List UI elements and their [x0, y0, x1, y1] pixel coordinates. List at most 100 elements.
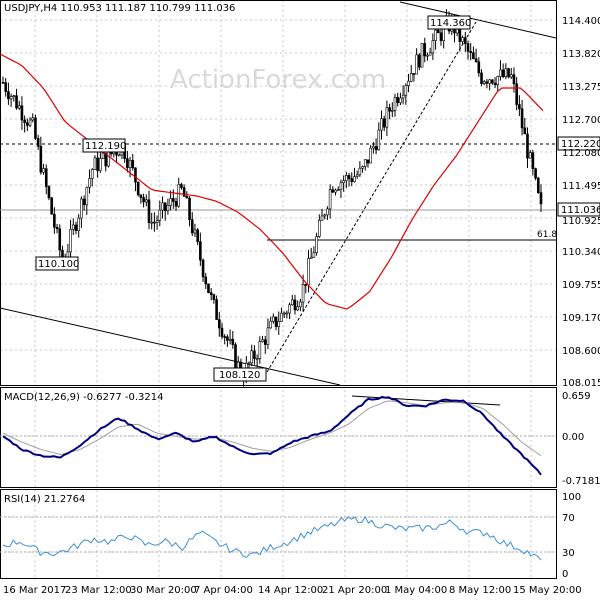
- candle-body: [477, 61, 481, 74]
- time-tick-label: 8 May 12:00: [449, 585, 511, 596]
- candle-body: [188, 197, 191, 220]
- time-tick-label: 15 May 20:00: [513, 585, 582, 596]
- candle-body: [39, 145, 43, 173]
- candle-body: [391, 110, 394, 112]
- candle-body: [474, 58, 478, 62]
- candle-body: [231, 338, 235, 345]
- candle-body: [131, 160, 135, 169]
- annotation-box: [82, 138, 126, 153]
- annotation-label: 108.120: [219, 370, 260, 381]
- candle-body: [377, 129, 381, 151]
- candle-body: [101, 152, 105, 159]
- rsi-panel-frame: [0, 489, 557, 579]
- annotation-110100: 110.100: [35, 256, 79, 271]
- candle-body: [177, 184, 181, 207]
- candle-body: [534, 168, 537, 179]
- candle-body: [464, 37, 467, 44]
- candle-body: [280, 312, 283, 322]
- price-tick-label: 113.275: [562, 82, 600, 93]
- candle-body: [77, 217, 80, 231]
- candle-body: [261, 339, 264, 342]
- time-tick-label: 23 Mar 12:00: [65, 585, 132, 596]
- candle-body: [536, 177, 540, 193]
- candle-body: [431, 40, 435, 54]
- candle-body: [4, 82, 8, 92]
- candle-body: [285, 312, 289, 315]
- macd-divergence-line: [351, 395, 501, 406]
- candle-body: [342, 180, 345, 183]
- candle-body: [366, 159, 370, 164]
- candle-body: [1, 82, 5, 84]
- time-tick-label: 14 Apr 12:00: [258, 585, 323, 596]
- candle-body: [274, 316, 278, 327]
- candle-body: [388, 107, 391, 112]
- candle-body: [44, 168, 48, 187]
- annotation-box: [213, 367, 267, 382]
- candle-body: [134, 167, 137, 183]
- candle-body: [491, 79, 494, 84]
- candle-body: [201, 259, 205, 278]
- candle-body: [472, 52, 475, 60]
- candle-body: [507, 68, 510, 78]
- price-tick-label: 111.495: [562, 181, 600, 192]
- candle-body: [382, 118, 386, 128]
- candle-body: [93, 157, 97, 170]
- candle-body: [90, 169, 94, 179]
- candle-body: [515, 83, 518, 105]
- price-tick-label: 112.700: [562, 115, 600, 126]
- candle-body: [418, 54, 421, 68]
- candle-body: [42, 168, 45, 173]
- candle-body: [526, 133, 529, 159]
- candle-body: [331, 189, 335, 193]
- candle-body: [220, 327, 224, 337]
- candle-body: [226, 336, 229, 341]
- candle-body: [272, 316, 275, 322]
- candle-body: [304, 284, 308, 286]
- annotation-label: 114.360: [430, 18, 471, 29]
- candle-body: [209, 292, 213, 295]
- candle-body: [247, 362, 251, 365]
- candle-body: [282, 312, 286, 315]
- candle-body: [263, 339, 267, 345]
- candle-body: [85, 187, 89, 206]
- candle-body: [28, 119, 32, 126]
- candle-body: [336, 189, 340, 191]
- price-panel-title: USDJPY,H4 110.953 111.187 110.799 111.03…: [4, 3, 235, 14]
- candle-body: [499, 69, 502, 77]
- candle-body: [480, 72, 483, 84]
- candle-body: [501, 69, 505, 77]
- fib-level-label: 61.8: [537, 230, 557, 240]
- price-tick-label: 110.340: [562, 247, 600, 258]
- candle-body: [523, 127, 527, 135]
- candle-body: [253, 350, 256, 360]
- candle-body: [212, 294, 216, 300]
- candle-body: [82, 198, 86, 206]
- candle-body: [296, 306, 299, 311]
- candle-body: [469, 51, 473, 53]
- candle-body: [128, 160, 132, 169]
- price-tick-label: 108.600: [562, 346, 600, 357]
- candle-body: [326, 208, 329, 216]
- candle-body: [144, 199, 148, 203]
- candle-body: [385, 107, 389, 128]
- candle-body: [539, 192, 543, 205]
- candle-body: [461, 37, 464, 42]
- fib-retracement-line: [266, 21, 477, 373]
- candle-body: [20, 105, 24, 121]
- resistance-price-label: 112.220: [561, 139, 600, 150]
- candle-body: [196, 229, 199, 242]
- candle-body: [328, 189, 332, 210]
- price-axis: 114.400 113.820 113.275 112.700 112.220 …: [557, 16, 600, 389]
- candle-body: [512, 74, 516, 85]
- candle-body: [439, 32, 443, 41]
- candle-body: [204, 276, 208, 285]
- candle-body: [158, 209, 162, 221]
- candle-body: [7, 91, 10, 100]
- price-tick-label: 114.400: [562, 16, 600, 27]
- candle-body: [36, 138, 40, 147]
- candle-body: [199, 241, 202, 261]
- candle-body: [12, 95, 16, 97]
- candle-body: [320, 215, 324, 221]
- macd-main-line: [2, 395, 542, 476]
